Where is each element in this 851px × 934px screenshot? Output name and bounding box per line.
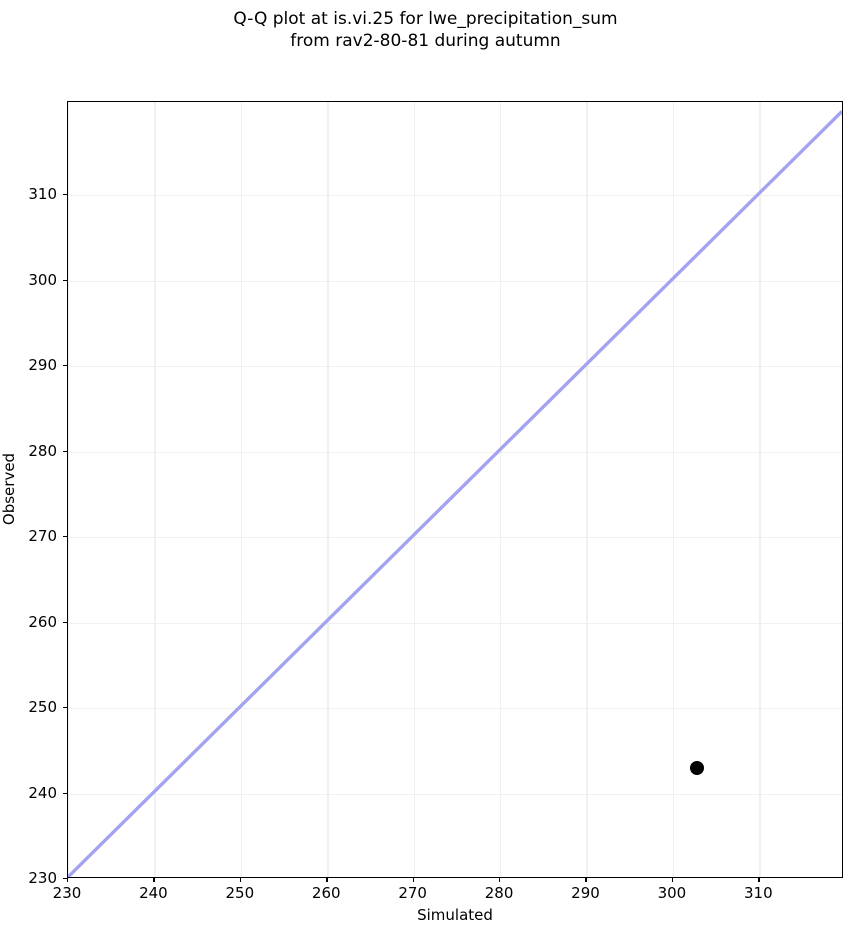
x-tick-label: 270 — [398, 884, 427, 902]
y-tick-mark — [63, 707, 67, 709]
y-tick-label: 260 — [28, 612, 57, 631]
gridline-horizontal — [68, 622, 842, 624]
one-to-one-line — [68, 110, 842, 877]
y-tick-mark — [63, 878, 67, 880]
x-tick-label: 250 — [225, 884, 255, 902]
gridline-vertical — [500, 102, 502, 877]
y-tick-label: 310 — [28, 185, 57, 204]
y-tick-mark — [63, 536, 67, 538]
x-tick-label: 260 — [311, 884, 341, 902]
gridline-horizontal — [68, 280, 842, 282]
y-tick-label: 290 — [28, 356, 57, 375]
y-tick-mark — [63, 450, 67, 452]
y-tick-mark — [63, 279, 67, 281]
y-axis-label: Observed — [0, 452, 18, 526]
y-tick-label: 280 — [28, 441, 57, 460]
x-tick-mark — [67, 878, 69, 882]
y-tick-label: 270 — [28, 527, 57, 546]
y-tick-mark — [63, 194, 67, 196]
y-tick-label: 250 — [28, 698, 57, 717]
y-tick-mark — [63, 365, 67, 367]
x-tick-label: 290 — [571, 884, 600, 902]
y-tick-label: 240 — [28, 783, 57, 802]
x-tick-mark — [585, 878, 587, 882]
y-tick-label: 230 — [28, 869, 57, 887]
gridline-horizontal — [68, 537, 842, 539]
x-tick-mark — [239, 878, 242, 882]
gridline-horizontal — [68, 366, 842, 368]
x-tick-mark — [326, 878, 328, 882]
gridline-vertical — [759, 102, 761, 877]
data-point — [690, 760, 705, 775]
reference-line-svg — [68, 110, 842, 877]
gridline-horizontal — [68, 195, 842, 197]
x-tick-mark — [499, 878, 501, 882]
gridline-horizontal — [68, 708, 842, 710]
x-tick-mark — [758, 878, 760, 882]
x-tick-label: 310 — [743, 884, 773, 902]
x-tick-label: 300 — [657, 884, 687, 902]
chart-title: Q-Q plot at is.vi.25 for lwe_precipitati… — [233, 9, 618, 51]
gridline-vertical — [413, 102, 415, 877]
gridline-vertical — [154, 102, 156, 877]
y-tick-label: 300 — [28, 270, 57, 289]
gridline-vertical — [327, 102, 329, 877]
gridline-vertical — [68, 102, 70, 877]
x-tick-mark — [671, 878, 674, 882]
y-tick-mark — [63, 792, 67, 794]
x-tick-label: 230 — [52, 884, 82, 902]
x-tick-mark — [153, 878, 155, 882]
gridline-vertical — [586, 102, 588, 877]
y-tick-mark — [63, 621, 67, 623]
gridline-horizontal — [68, 451, 842, 453]
x-tick-label: 240 — [139, 884, 168, 902]
gridline-horizontal — [68, 793, 842, 795]
plot-axes-area — [67, 101, 843, 878]
x-tick-mark — [412, 878, 414, 882]
gridline-vertical — [240, 102, 243, 877]
x-tick-label: 280 — [484, 884, 514, 902]
gridline-vertical — [672, 102, 675, 877]
x-axis-label: Simulated — [417, 906, 493, 924]
